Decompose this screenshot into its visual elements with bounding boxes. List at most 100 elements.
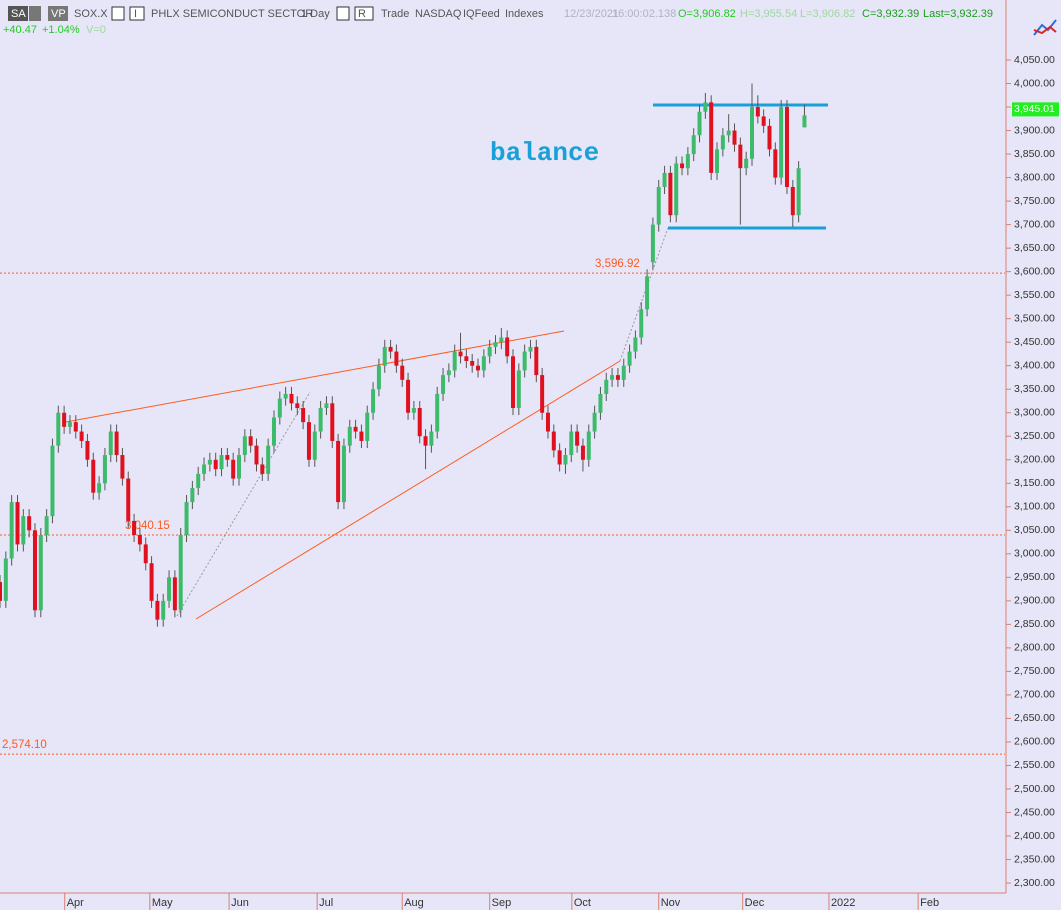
candle-body bbox=[359, 431, 364, 441]
y-tick-label: 3,350.00 bbox=[1014, 383, 1055, 395]
candle-body bbox=[85, 440, 90, 460]
y-tick-label: 3,800.00 bbox=[1014, 171, 1055, 183]
toolbar: SA VP SOX.X I PHLX SEMICONDUCT SECTOR 1 … bbox=[3, 6, 1057, 36]
candle-body bbox=[336, 440, 341, 503]
candle-body bbox=[575, 431, 580, 446]
category: Indexes bbox=[505, 8, 544, 20]
candle-body bbox=[610, 375, 615, 380]
y-tick-label: 2,800.00 bbox=[1014, 642, 1055, 654]
last-price-tag bbox=[1012, 102, 1059, 117]
candle-body bbox=[260, 464, 265, 474]
candle-body bbox=[656, 186, 661, 225]
badge[interactable] bbox=[8, 6, 28, 21]
candle-body bbox=[353, 426, 358, 432]
candle-body bbox=[376, 365, 381, 390]
candle-body bbox=[184, 502, 189, 536]
candle-body bbox=[551, 431, 556, 451]
candle-body bbox=[120, 455, 125, 479]
candle-body bbox=[295, 403, 300, 409]
candle-body bbox=[464, 356, 469, 361]
trendline bbox=[65, 330, 565, 423]
candle-body bbox=[178, 535, 183, 611]
dropdown[interactable] bbox=[336, 6, 350, 21]
candle-body bbox=[703, 102, 708, 112]
y-tick-label: 2,300.00 bbox=[1014, 877, 1055, 889]
candle-body bbox=[56, 412, 61, 446]
candle-body bbox=[289, 393, 294, 404]
candle-body bbox=[237, 455, 242, 479]
candle-body bbox=[371, 389, 376, 413]
y-tick-label: 3,100.00 bbox=[1014, 501, 1055, 513]
candle-body bbox=[341, 445, 346, 503]
candle-body bbox=[9, 502, 14, 559]
candle-body bbox=[248, 436, 253, 446]
x-tick-label: Jul bbox=[319, 897, 333, 909]
change: +40.47 bbox=[3, 24, 37, 36]
x-tick-label: Sep bbox=[492, 897, 512, 909]
candle-body bbox=[67, 422, 72, 427]
candle-body bbox=[137, 535, 142, 545]
candle-body bbox=[0, 582, 2, 601]
y-tick-label: 3,700.00 bbox=[1014, 218, 1055, 230]
candle-body bbox=[213, 459, 218, 470]
candle-body bbox=[79, 431, 84, 441]
chart-icon[interactable] bbox=[1033, 19, 1057, 36]
candle-body bbox=[802, 115, 807, 128]
y-tick-label: 3,500.00 bbox=[1014, 312, 1055, 324]
candle-body bbox=[382, 346, 387, 366]
dropdown[interactable] bbox=[111, 6, 125, 21]
last: Last=3,932.39 bbox=[923, 8, 993, 20]
candle-body bbox=[516, 370, 521, 409]
candle-body bbox=[773, 149, 778, 178]
candle-body bbox=[592, 412, 597, 432]
candle-body bbox=[32, 530, 37, 611]
time: 16:00:02.138 bbox=[612, 8, 676, 20]
candle-body bbox=[615, 375, 620, 380]
candle-body bbox=[149, 563, 154, 601]
y-tick-label: 3,300.00 bbox=[1014, 407, 1055, 419]
x-tick-label: Apr bbox=[67, 897, 84, 909]
candle-body bbox=[761, 116, 766, 126]
candle-body bbox=[388, 346, 393, 352]
candle-body bbox=[50, 445, 55, 517]
y-tick-label: 3,550.00 bbox=[1014, 289, 1055, 301]
y-tick-label: 3,450.00 bbox=[1014, 336, 1055, 348]
vp-button[interactable] bbox=[48, 6, 68, 21]
price-type: Trade bbox=[381, 8, 409, 20]
symbol: SOX.X bbox=[74, 8, 108, 20]
x-tick-label: Feb bbox=[920, 897, 939, 909]
candle-body bbox=[312, 431, 317, 460]
candle-body bbox=[21, 516, 26, 545]
candle-body bbox=[172, 577, 177, 611]
x-tick-label: Jun bbox=[231, 897, 249, 909]
candle-body bbox=[446, 370, 451, 376]
y-tick-label: 4,000.00 bbox=[1014, 77, 1055, 89]
badge-arrow[interactable] bbox=[29, 6, 41, 21]
candle-body bbox=[487, 346, 492, 357]
x-tick-label: Aug bbox=[404, 897, 424, 909]
candle-body bbox=[394, 351, 399, 366]
candle-body bbox=[668, 172, 673, 216]
candle-body bbox=[645, 276, 650, 310]
candle-body bbox=[155, 600, 160, 620]
candle-body bbox=[423, 436, 428, 446]
candle-body bbox=[429, 431, 434, 446]
candle-body bbox=[190, 487, 195, 503]
x-tick-label: 2022 bbox=[831, 897, 855, 909]
candle-body bbox=[732, 130, 737, 145]
y-tick-label: 3,650.00 bbox=[1014, 242, 1055, 254]
candle-body bbox=[452, 351, 457, 371]
y-tick-label: 3,400.00 bbox=[1014, 359, 1055, 371]
y-tick-label: 2,600.00 bbox=[1014, 736, 1055, 748]
candle-body bbox=[318, 408, 323, 432]
r-button[interactable] bbox=[354, 6, 374, 21]
candle-body bbox=[627, 351, 632, 366]
x-tick-label: Dec bbox=[745, 897, 765, 909]
y-tick-label: 3,200.00 bbox=[1014, 454, 1055, 466]
candle-body bbox=[435, 393, 440, 432]
candle-body bbox=[242, 436, 247, 456]
close: C=3,932.39 bbox=[862, 8, 919, 20]
candle-body bbox=[132, 520, 137, 536]
y-tick-label: 2,650.00 bbox=[1014, 712, 1055, 724]
i-button[interactable] bbox=[129, 6, 145, 21]
